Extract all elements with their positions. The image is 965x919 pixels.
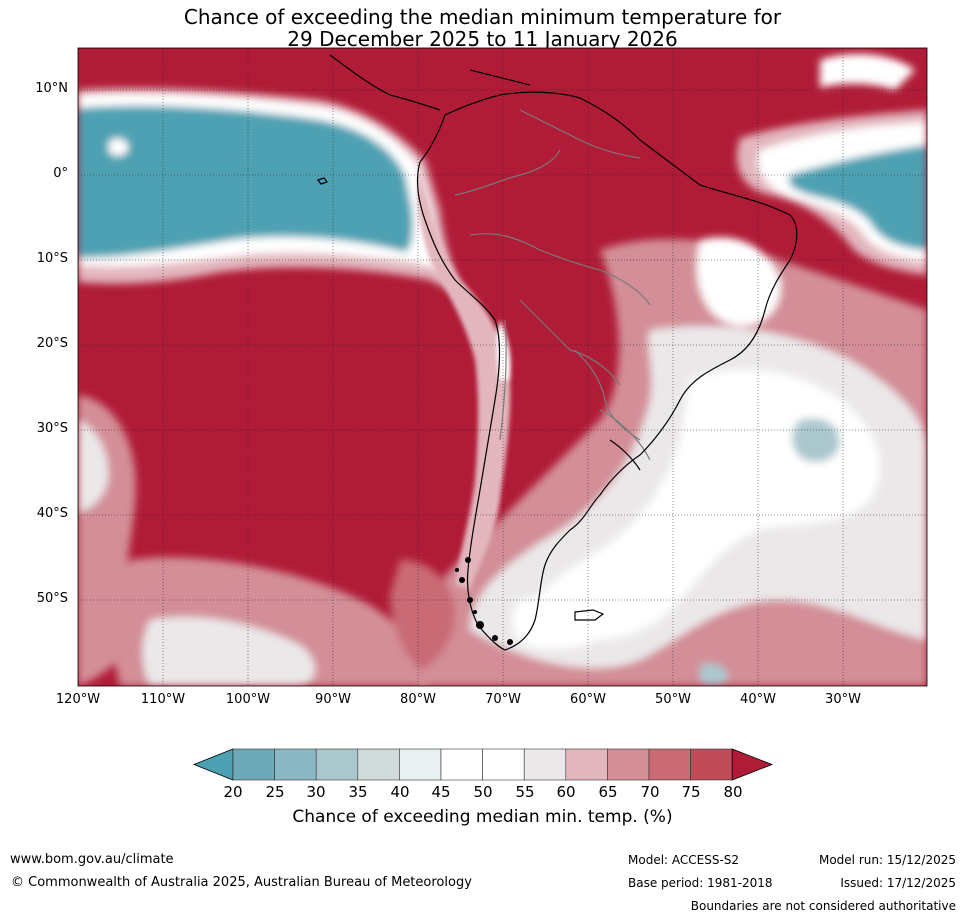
base-period: Base period: 1981-2018: [628, 876, 773, 890]
lat-label: 30°S: [36, 421, 68, 436]
lat-label: 10°S: [36, 251, 68, 266]
colorbar-label: Chance of exceeding median min. temp. (%…: [292, 807, 673, 827]
colorbar-bin: [690, 748, 733, 781]
country-borders: [454, 109, 651, 461]
colorbar-tick: 30: [306, 783, 326, 801]
lon-label: 70°W: [485, 692, 521, 707]
lon-label: 90°W: [315, 692, 351, 707]
issued-date: Issued: 17/12/2025: [840, 876, 956, 890]
map-title-line2: 29 December 2025 to 11 January 2026: [287, 27, 678, 51]
colorbar: [192, 748, 774, 781]
colorbar-tick: 20: [223, 783, 243, 801]
map-frame: [77, 47, 928, 687]
colorbar-bin: [440, 748, 483, 781]
lon-label: 80°W: [400, 692, 436, 707]
boundaries-disclaimer: Boundaries are not considered authoritat…: [690, 899, 956, 913]
atlantic-cool-anomaly: [736, 54, 927, 275]
lat-label: 20°S: [36, 336, 68, 351]
colorbar-bin: [399, 748, 442, 781]
colorbar-tick: 50: [473, 783, 493, 801]
pacific-cool-anomaly: [78, 88, 470, 301]
lat-label: 40°S: [36, 506, 68, 521]
colorbar-bin: [232, 748, 275, 781]
graticule: [78, 48, 927, 686]
colorbar-tick: 55: [515, 783, 535, 801]
colorbar-bin: [315, 748, 359, 781]
lon-label: 50°W: [655, 692, 691, 707]
colorbar-tick: 35: [348, 783, 368, 801]
colorbar-bin: [357, 748, 400, 781]
website-link[interactable]: www.bom.gov.au/climate: [10, 852, 174, 867]
colorbar-tick: 60: [556, 783, 576, 801]
south-pacific-mixed-anomaly: [78, 395, 455, 686]
lat-label: 0°: [53, 166, 68, 181]
colorbar-tick: 25: [265, 783, 285, 801]
coastlines: [317, 54, 798, 651]
colorbar-tick: 70: [640, 783, 660, 801]
colorbar-bin: [274, 748, 317, 781]
lon-label: 120°W: [55, 692, 101, 707]
lon-label: 110°W: [140, 692, 186, 707]
colorbar-tick: 75: [681, 783, 701, 801]
colorbar-arrow-high: [731, 748, 774, 781]
southern-chile-islands: [455, 557, 513, 645]
colorbar-tick: 40: [390, 783, 410, 801]
colorbar-tick: 80: [723, 783, 743, 801]
colorbar-tick: 45: [431, 783, 451, 801]
lon-label: 30°W: [825, 692, 861, 707]
model-run-date: Model run: 15/12/2025: [818, 853, 956, 867]
map-title-line1: Chance of exceeding the median minimum t…: [183, 5, 782, 29]
colorbar-bin: [482, 748, 525, 781]
probability-field: [78, 48, 927, 686]
colorbar-tick: 65: [598, 783, 618, 801]
colorbar-arrow-low: [192, 748, 234, 781]
lat-label: 10°N: [35, 81, 68, 96]
lon-label: 100°W: [225, 692, 271, 707]
lat-label: 50°S: [36, 591, 68, 606]
colorbar-bin: [565, 748, 608, 781]
south-atlantic-mixed-anomaly: [412, 237, 927, 686]
colorbar-bin: [607, 748, 650, 781]
lon-label: 60°W: [570, 692, 606, 707]
colorbar-bin: [523, 748, 567, 781]
copyright-text: © Commonwealth of Australia 2025, Austra…: [11, 875, 472, 890]
lon-label: 40°W: [740, 692, 776, 707]
model-name: Model: ACCESS-S2: [628, 853, 740, 867]
andes-mixed-anomaly: [417, 170, 511, 590]
colorbar-bin: [648, 748, 691, 781]
